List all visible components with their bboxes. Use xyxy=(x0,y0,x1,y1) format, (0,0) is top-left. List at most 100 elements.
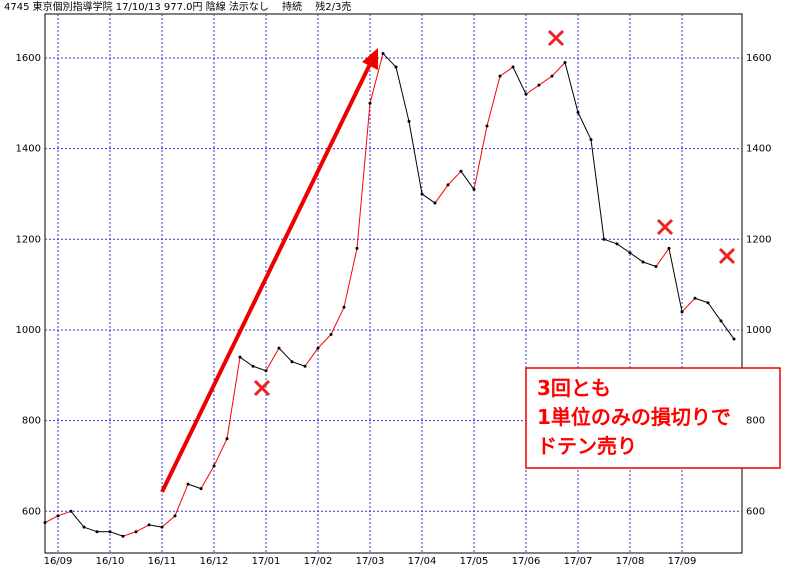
y2-tick-label: 1400 xyxy=(746,144,771,155)
x-tick-label: 17/02 xyxy=(304,556,333,566)
cross-marks xyxy=(253,29,736,397)
x-tick-label: 17/01 xyxy=(252,556,281,566)
data-point xyxy=(641,260,645,264)
data-point xyxy=(290,360,294,364)
line-segment xyxy=(655,248,670,267)
x-tick-label: 16/12 xyxy=(200,556,229,566)
data-point xyxy=(121,534,125,538)
line-segment xyxy=(525,84,540,95)
data-point xyxy=(615,242,619,246)
data-point xyxy=(511,65,515,69)
annotation-line: 1単位のみの損切りで xyxy=(537,405,731,429)
arrow-head xyxy=(362,48,378,70)
data-point xyxy=(537,83,541,87)
data-point xyxy=(524,92,528,96)
data-point xyxy=(264,369,268,373)
data-point xyxy=(589,138,593,142)
data-point xyxy=(498,74,502,78)
data-point xyxy=(563,61,567,65)
line-segment xyxy=(720,320,735,340)
line-segment xyxy=(460,171,475,190)
line-segment xyxy=(369,53,384,104)
line-segment xyxy=(226,357,241,439)
data-point xyxy=(355,246,359,250)
x-tick-label: 17/04 xyxy=(408,556,437,566)
data-point xyxy=(732,337,736,341)
data-point xyxy=(173,514,177,518)
chart-title: 4745 東京個別指導学院 17/10/13 977.0円 陰線 法示なし 持続… xyxy=(4,0,351,13)
line-segment xyxy=(616,243,631,254)
data-point xyxy=(186,482,190,486)
data-point xyxy=(628,251,632,255)
data-point xyxy=(56,514,60,518)
y2-tick-label: 800 xyxy=(746,416,765,427)
data-point xyxy=(420,192,424,196)
data-point xyxy=(550,74,554,78)
y2-tick-label: 1000 xyxy=(746,325,771,336)
data-point xyxy=(368,101,372,105)
data-point xyxy=(199,487,203,491)
y-tick-label: 600 xyxy=(22,506,41,517)
data-point xyxy=(251,364,255,368)
annotation-line: 3回とも xyxy=(537,376,611,400)
y-tick-label: 1000 xyxy=(16,325,41,336)
line-segment xyxy=(499,66,514,77)
line-segment xyxy=(343,248,358,308)
x-tick-label: 17/08 xyxy=(616,556,645,566)
data-point xyxy=(147,523,151,527)
data-point xyxy=(446,183,450,187)
data-point xyxy=(342,305,346,309)
y-tick-label: 1400 xyxy=(16,144,41,155)
line-segment xyxy=(265,347,280,372)
data-point xyxy=(719,319,723,323)
x-tick-label: 17/05 xyxy=(460,556,489,566)
data-point xyxy=(95,530,99,534)
line-segment xyxy=(122,531,137,537)
line-segment xyxy=(603,238,618,245)
line-segment xyxy=(473,125,488,190)
data-point xyxy=(225,437,229,441)
data-point xyxy=(277,346,281,350)
data-point xyxy=(134,530,138,534)
data-point xyxy=(160,525,164,529)
y2-tick-label: 1200 xyxy=(746,234,771,245)
line-segment xyxy=(512,66,527,95)
line-segment xyxy=(395,66,410,122)
line-segment xyxy=(382,53,397,68)
trend-arrow xyxy=(160,59,374,493)
line-segment xyxy=(538,75,553,86)
line-segment xyxy=(330,307,345,335)
line-segment xyxy=(434,184,449,204)
line-segment xyxy=(408,121,423,195)
data-point xyxy=(43,521,47,525)
data-point xyxy=(654,265,658,269)
plot-frame xyxy=(44,13,743,554)
y2-tick-label: 600 xyxy=(746,506,765,517)
x-tick-label: 16/10 xyxy=(96,556,125,566)
line-segment xyxy=(148,524,163,528)
line-segment xyxy=(239,356,254,367)
line-segment xyxy=(681,297,696,313)
line-segment xyxy=(304,347,319,367)
y2-tick-label: 1600 xyxy=(746,53,771,64)
line-segment xyxy=(707,302,722,322)
x-tick-label: 17/07 xyxy=(564,556,593,566)
x-tick-label: 17/03 xyxy=(356,556,385,566)
line-segment xyxy=(642,261,657,267)
y-tick-label: 1200 xyxy=(16,234,41,245)
line-segment xyxy=(590,139,605,240)
data-point xyxy=(316,346,320,350)
x-tick-label: 16/11 xyxy=(148,556,177,566)
data-point xyxy=(485,124,489,128)
line-segment xyxy=(57,510,72,517)
data-point xyxy=(667,246,671,250)
line-segment xyxy=(278,347,293,363)
line-segment xyxy=(577,112,592,140)
data-point xyxy=(602,237,606,241)
data-point xyxy=(576,110,580,114)
data-point xyxy=(238,355,242,359)
line-segment xyxy=(486,75,501,127)
data-point xyxy=(472,187,476,191)
y-tick-label: 1600 xyxy=(16,53,41,64)
